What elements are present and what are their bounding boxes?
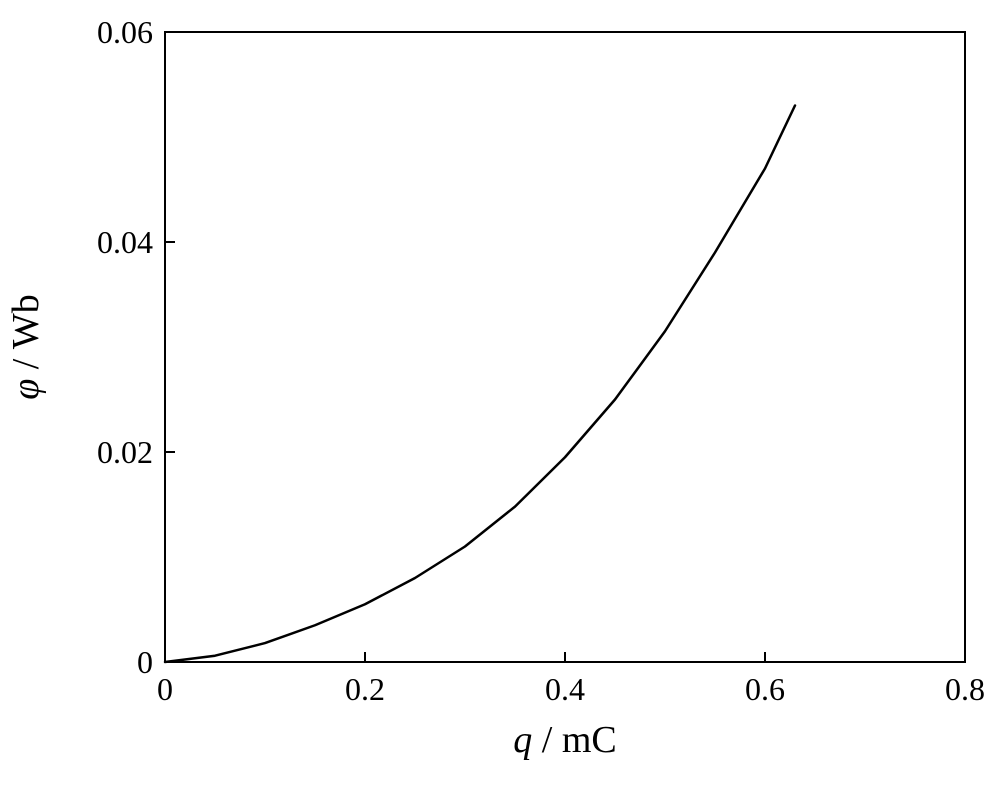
- line-chart: 0 0.2 0.4 0.6 0.8 0 0.02 0.04 0.06 q / mC φ / Wb: [0, 0, 1000, 787]
- x-tick-label: 0: [157, 671, 173, 707]
- y-tick-label: 0.04: [97, 224, 153, 260]
- x-tick-label: 0.6: [745, 671, 785, 707]
- x-tick-label: 0.8: [945, 671, 985, 707]
- x-tick-label: 0.4: [545, 671, 585, 707]
- y-axis-title: φ / Wb: [5, 294, 47, 399]
- x-tick-label: 0.2: [345, 671, 385, 707]
- x-axis-title: q / mC: [513, 719, 616, 761]
- y-tick-label: 0.06: [97, 14, 153, 50]
- y-tick-label: 0.02: [97, 434, 153, 470]
- y-tick-label: 0: [137, 644, 153, 680]
- chart-container: 0 0.2 0.4 0.6 0.8 0 0.02 0.04 0.06 q / mC φ / Wb: [0, 0, 1000, 787]
